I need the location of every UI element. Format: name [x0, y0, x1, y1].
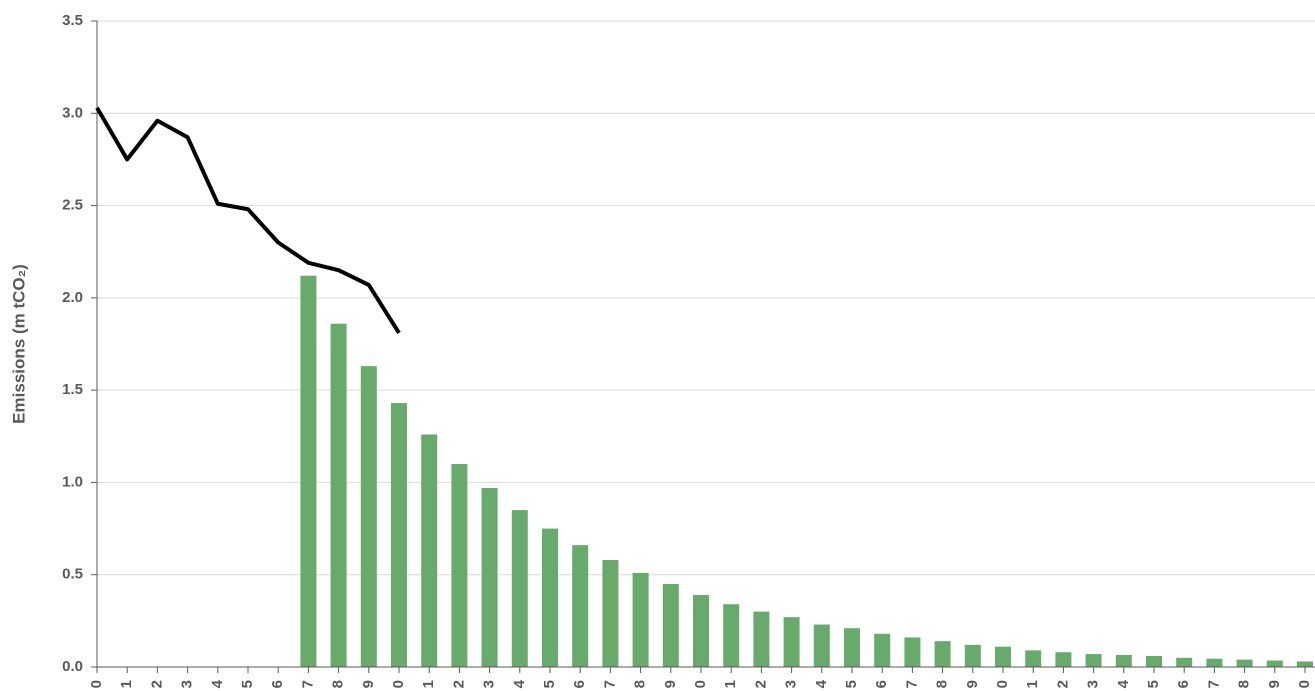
bar	[1176, 657, 1193, 667]
x-tick-label: 5	[1145, 680, 1162, 688]
x-tick-label: 1	[118, 680, 135, 688]
y-axis-title: Emissions (m tCO₂)	[9, 264, 28, 424]
y-tick-label: 1.5	[62, 381, 83, 398]
x-tick-label: 0	[692, 680, 709, 688]
x-tick-label: 4	[511, 679, 528, 688]
line	[95, 106, 401, 334]
bar	[300, 275, 317, 667]
bar	[451, 463, 468, 667]
bar	[1236, 659, 1253, 667]
x-tick-label: 3	[481, 680, 498, 688]
bar	[964, 644, 981, 667]
x-tick-label: 9	[964, 680, 981, 688]
y-tick-label: 3.0	[62, 104, 83, 121]
bar	[511, 510, 528, 667]
x-tick-label: 6	[1175, 680, 1192, 688]
x-tick-label: 1	[420, 680, 437, 688]
y-tick-label: 3.5	[62, 12, 83, 29]
bar	[1297, 661, 1313, 667]
bar	[1025, 650, 1042, 667]
bar	[542, 528, 558, 667]
x-tick-label: 4	[1115, 679, 1132, 688]
x-tick-label: 1	[1024, 680, 1041, 688]
bar	[602, 559, 619, 667]
bar	[1085, 654, 1102, 667]
x-tick-label: 3	[1085, 680, 1102, 688]
bar	[693, 595, 709, 667]
bar	[1266, 660, 1283, 667]
x-tick-label: 5	[541, 680, 558, 688]
x-tick-label: 8	[632, 680, 649, 688]
bar	[330, 323, 347, 667]
x-tick-label: 7	[1205, 680, 1222, 688]
bar	[723, 604, 740, 667]
x-tick-label: 6	[571, 680, 588, 688]
bar	[572, 545, 589, 667]
bar	[1115, 655, 1132, 667]
x-tick-label: 9	[662, 680, 679, 688]
bar	[360, 366, 377, 667]
bar	[753, 611, 770, 667]
bar	[844, 628, 860, 667]
x-tick-label: 2	[1054, 680, 1071, 688]
x-tick-label: 5	[239, 680, 256, 688]
bar	[904, 637, 921, 667]
x-tick-label: 0	[1296, 680, 1313, 688]
x-tick-label: 7	[601, 680, 618, 688]
x-tick-label: 8	[1236, 680, 1253, 688]
y-tick-label: 0.0	[62, 658, 83, 675]
x-tick-label: 8	[934, 680, 951, 688]
x-tick-label: 6	[269, 680, 286, 688]
y-tick-label: 1.0	[62, 473, 83, 490]
x-tick-label: 0	[390, 680, 407, 688]
x-tick-label: 2	[752, 680, 769, 688]
x-tick-label: 0	[994, 680, 1011, 688]
bar	[1146, 655, 1162, 667]
bar	[1055, 652, 1072, 667]
x-tick-label: 8	[330, 680, 347, 688]
x-tick-label: 2	[148, 680, 165, 688]
x-tick-label: 6	[873, 680, 890, 688]
x-tick-label: 2	[450, 680, 467, 688]
x-tick-label: 3	[179, 680, 196, 688]
bar	[481, 487, 498, 667]
x-tick-label: 7	[299, 680, 316, 688]
bar	[391, 403, 407, 667]
x-tick-label: 0	[88, 680, 105, 688]
x-tick-label: 4	[813, 679, 830, 688]
x-tick-label: 9	[1266, 680, 1283, 688]
bar	[813, 624, 830, 667]
y-tick-label: 2.5	[62, 197, 83, 214]
y-tick-label: 2.0	[62, 289, 83, 306]
bar	[1206, 658, 1223, 667]
x-tick-label: 1	[722, 680, 739, 688]
bar	[934, 641, 951, 667]
bar	[421, 434, 438, 667]
bar	[874, 633, 891, 667]
bar	[995, 646, 1011, 667]
x-tick-label: 9	[360, 680, 377, 688]
x-tick-label: 3	[783, 680, 800, 688]
x-tick-label: 7	[903, 680, 920, 688]
bar	[783, 617, 800, 667]
y-tick-label: 0.5	[62, 566, 83, 583]
x-tick-label: 4	[209, 679, 226, 688]
x-tick-label: 5	[843, 680, 860, 688]
bar	[632, 572, 649, 667]
bar	[662, 583, 679, 667]
